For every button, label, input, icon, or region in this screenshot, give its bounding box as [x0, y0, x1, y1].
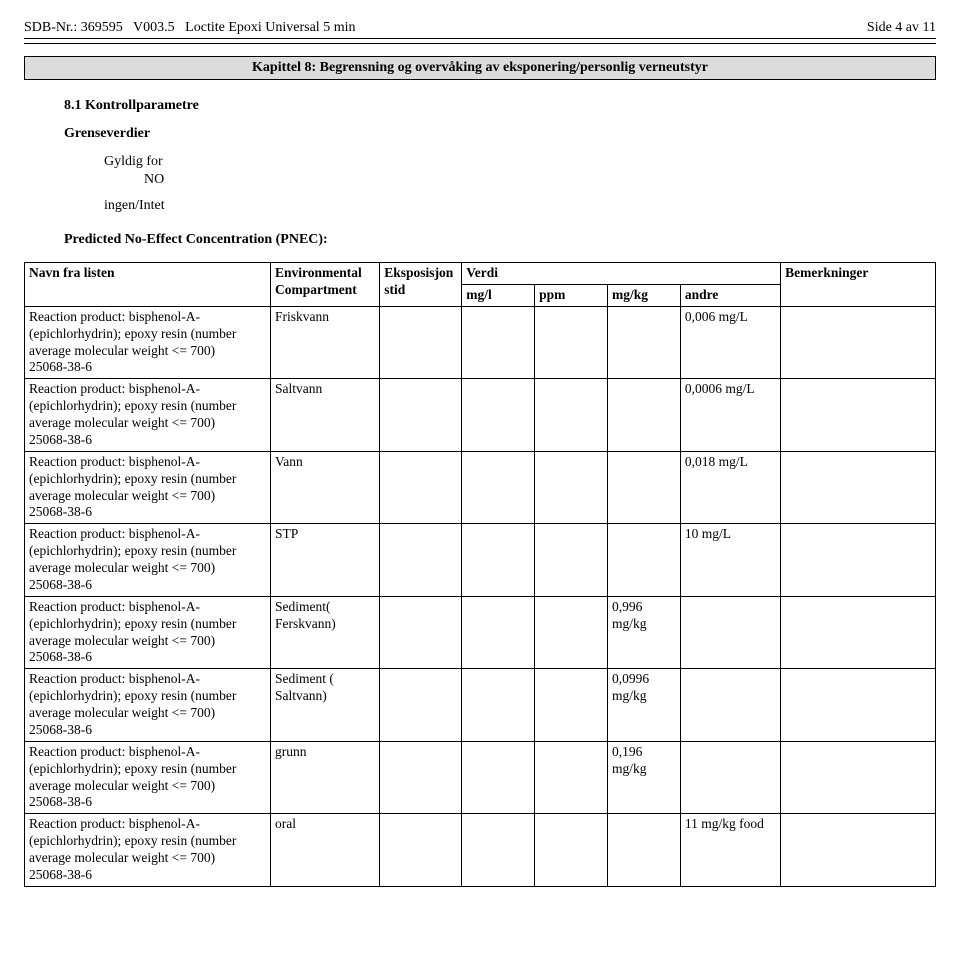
- cell-env: STP: [270, 524, 379, 597]
- pnec-table-body: Reaction product: bisphenol-A-(epichlorh…: [25, 306, 936, 886]
- cell-substance: Reaction product: bisphenol-A-(epichlorh…: [25, 379, 271, 452]
- table-row: Reaction product: bisphenol-A-(epichlorh…: [25, 524, 936, 597]
- cell-mgkg: [608, 379, 681, 452]
- cell-mgkg: 0,0996 mg/kg: [608, 669, 681, 742]
- table-row: Reaction product: bisphenol-A-(epichlorh…: [25, 306, 936, 379]
- cell-mgl: [462, 741, 535, 814]
- cell-substance: Reaction product: bisphenol-A-(epichlorh…: [25, 741, 271, 814]
- cell-mgl: [462, 814, 535, 887]
- cell-env: Sediment( Ferskvann): [270, 596, 379, 669]
- cell-andre: [680, 669, 780, 742]
- cell-env: Saltvann: [270, 379, 379, 452]
- pnec-table-head: Navn fra listen Environmental Compartmen…: [25, 263, 936, 307]
- kontrollparametre-heading: 8.1 Kontrollparametre: [64, 98, 936, 114]
- cell-env: Friskvann: [270, 306, 379, 379]
- cell-andre: 0,018 mg/L: [680, 451, 780, 524]
- cell-eksp: [380, 306, 462, 379]
- cell-mgkg: 0,196 mg/kg: [608, 741, 681, 814]
- cell-bem: [781, 669, 936, 742]
- sdb-nr: 369595: [81, 20, 123, 35]
- cell-mgl: [462, 669, 535, 742]
- th-mgl: mg/l: [462, 284, 535, 306]
- cell-env: oral: [270, 814, 379, 887]
- cell-andre: [680, 596, 780, 669]
- cell-eksp: [380, 741, 462, 814]
- header-left: SDB-Nr.: 369595 V003.5 Loctite Epoxi Uni…: [24, 20, 355, 36]
- product-name: Loctite Epoxi Universal 5 min: [185, 20, 355, 35]
- cell-ppm: [535, 741, 608, 814]
- sdb-nr-label: SDB-Nr.:: [24, 20, 77, 35]
- cell-ppm: [535, 451, 608, 524]
- th-name: Navn fra listen: [25, 263, 271, 307]
- cell-mgkg: [608, 306, 681, 379]
- cell-bem: [781, 451, 936, 524]
- cell-andre: [680, 741, 780, 814]
- cell-env: Vann: [270, 451, 379, 524]
- cell-mgl: [462, 379, 535, 452]
- cell-bem: [781, 524, 936, 597]
- cell-bem: [781, 596, 936, 669]
- gyldig-for-label: Gyldig for: [104, 154, 936, 170]
- cell-env: grunn: [270, 741, 379, 814]
- cell-andre: 11 mg/kg food: [680, 814, 780, 887]
- cell-ppm: [535, 596, 608, 669]
- table-row: Reaction product: bisphenol-A-(epichlorh…: [25, 814, 936, 887]
- section-title-box: Kapittel 8: Begrensning og overvåking av…: [24, 56, 936, 80]
- cell-mgkg: [608, 451, 681, 524]
- ingen-intet: ingen/Intet: [104, 198, 936, 214]
- table-row: Reaction product: bisphenol-A-(epichlorh…: [25, 379, 936, 452]
- cell-eksp: [380, 814, 462, 887]
- cell-andre: 0,0006 mg/L: [680, 379, 780, 452]
- version-label: V003.5: [133, 20, 175, 35]
- cell-eksp: [380, 596, 462, 669]
- cell-mgkg: [608, 814, 681, 887]
- cell-ppm: [535, 669, 608, 742]
- th-verdi: Verdi: [462, 263, 781, 285]
- cell-ppm: [535, 524, 608, 597]
- table-row: Reaction product: bisphenol-A-(epichlorh…: [25, 669, 936, 742]
- cell-andre: 0,006 mg/L: [680, 306, 780, 379]
- cell-substance: Reaction product: bisphenol-A-(epichlorh…: [25, 524, 271, 597]
- cell-mgkg: [608, 524, 681, 597]
- cell-bem: [781, 379, 936, 452]
- cell-bem: [781, 306, 936, 379]
- cell-bem: [781, 741, 936, 814]
- th-eksp: Eksposisjonstid: [380, 263, 462, 307]
- cell-bem: [781, 814, 936, 887]
- gyldig-for-value: NO: [144, 172, 936, 188]
- cell-ppm: [535, 379, 608, 452]
- cell-ppm: [535, 814, 608, 887]
- cell-mgl: [462, 596, 535, 669]
- cell-andre: 10 mg/L: [680, 524, 780, 597]
- pnec-heading: Predicted No-Effect Concentration (PNEC)…: [64, 232, 936, 248]
- cell-mgl: [462, 451, 535, 524]
- cell-env: Sediment ( Saltvann): [270, 669, 379, 742]
- cell-eksp: [380, 669, 462, 742]
- table-row: Reaction product: bisphenol-A-(epichlorh…: [25, 451, 936, 524]
- cell-eksp: [380, 379, 462, 452]
- cell-substance: Reaction product: bisphenol-A-(epichlorh…: [25, 814, 271, 887]
- pnec-table: Navn fra listen Environmental Compartmen…: [24, 262, 936, 887]
- th-env: Environmental Compartment: [270, 263, 379, 307]
- cell-substance: Reaction product: bisphenol-A-(epichlorh…: [25, 306, 271, 379]
- th-andre: andre: [680, 284, 780, 306]
- cell-mgl: [462, 306, 535, 379]
- th-bem: Bemerkninger: [781, 263, 936, 307]
- cell-eksp: [380, 451, 462, 524]
- table-row: Reaction product: bisphenol-A-(epichlorh…: [25, 596, 936, 669]
- page-header: SDB-Nr.: 369595 V003.5 Loctite Epoxi Uni…: [24, 20, 936, 36]
- cell-substance: Reaction product: bisphenol-A-(epichlorh…: [25, 669, 271, 742]
- grenseverdier-heading: Grenseverdier: [64, 126, 936, 142]
- page-number: Side 4 av 11: [867, 20, 936, 36]
- cell-mgl: [462, 524, 535, 597]
- header-divider: [24, 38, 936, 44]
- th-ppm: ppm: [535, 284, 608, 306]
- cell-mgkg: 0,996 mg/kg: [608, 596, 681, 669]
- cell-substance: Reaction product: bisphenol-A-(epichlorh…: [25, 596, 271, 669]
- cell-ppm: [535, 306, 608, 379]
- cell-eksp: [380, 524, 462, 597]
- table-row: Reaction product: bisphenol-A-(epichlorh…: [25, 741, 936, 814]
- cell-substance: Reaction product: bisphenol-A-(epichlorh…: [25, 451, 271, 524]
- th-mgkg: mg/kg: [608, 284, 681, 306]
